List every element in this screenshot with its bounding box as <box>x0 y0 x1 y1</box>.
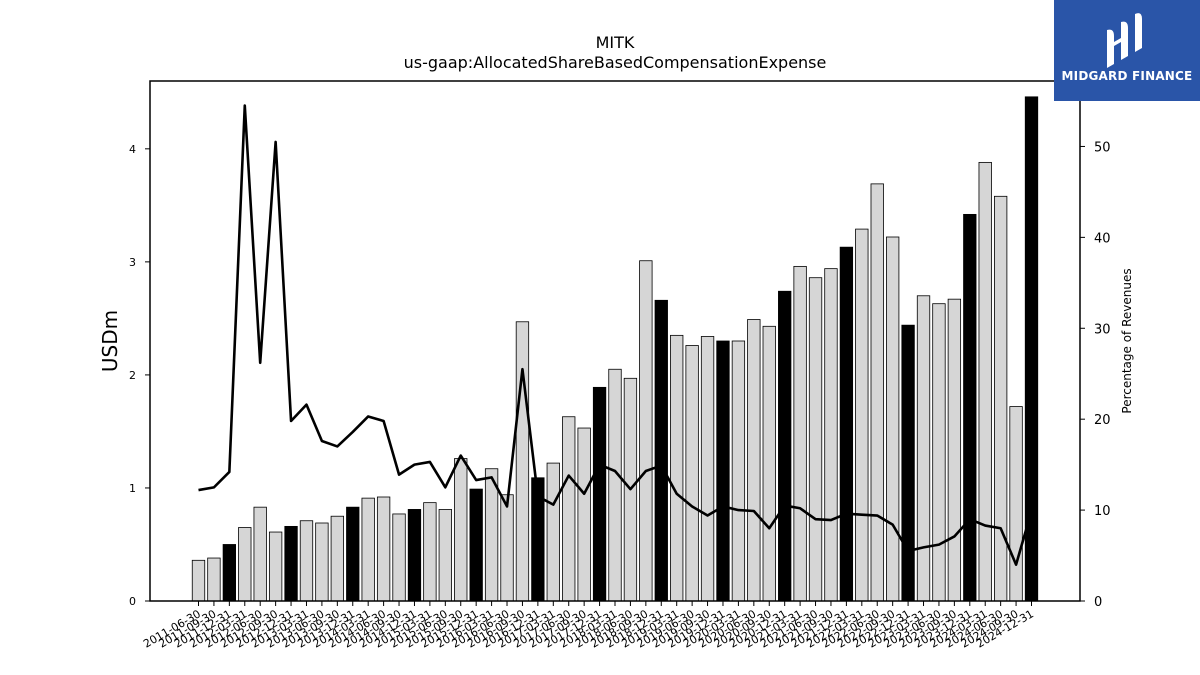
bar-2012-06-30 <box>253 506 267 602</box>
y-right-tick-label: 40 <box>1094 231 1111 246</box>
bar-2016-06-30 <box>500 494 514 602</box>
y-right-tick-label: 10 <box>1094 504 1111 519</box>
bar-2016-09-30 <box>515 321 530 602</box>
bar-2023-09-30 <box>947 298 962 602</box>
y-tick-label: 1 <box>129 482 136 495</box>
bar-2023-12-31 <box>963 213 977 602</box>
percentage-of-revenues-line <box>198 104 1033 566</box>
y-axis-label: USDm <box>98 310 122 372</box>
bar-2020-09-30 <box>762 325 776 602</box>
bars-group <box>191 96 1039 602</box>
bar-2015-06-30 <box>438 509 452 602</box>
bar-2012-12-31 <box>284 525 298 602</box>
line-group <box>198 104 1033 566</box>
y-right-tick-label: 0 <box>1094 595 1102 610</box>
bar-2023-06-30 <box>932 303 946 602</box>
bar-2012-03-31 <box>238 527 252 602</box>
bar-2013-09-30 <box>330 515 344 602</box>
bar-2022-12-31 <box>901 324 915 602</box>
bar-2021-09-30 <box>824 268 838 602</box>
bar-2013-03-31 <box>299 520 314 602</box>
bar-2017-03-31 <box>546 462 560 602</box>
bar-2019-09-30 <box>700 336 715 602</box>
bar-2019-06-30 <box>685 345 699 602</box>
midgard-finance-logo: MIDGARD FINANCE <box>1054 0 1200 101</box>
bar-2014-09-30 <box>392 513 406 602</box>
bar-2020-03-31 <box>731 340 746 602</box>
bar-2019-03-31 <box>670 334 684 602</box>
bar-2012-09-30 <box>268 531 283 602</box>
bar-2020-12-31 <box>778 290 792 602</box>
bar-2022-03-31 <box>855 228 869 602</box>
bar-2020-06-30 <box>747 319 761 602</box>
plot-frame <box>149 80 1081 602</box>
bar-2015-03-31 <box>423 502 437 602</box>
bar-2018-03-31 <box>608 368 622 602</box>
bar-2013-06-30 <box>315 522 329 602</box>
chart-subtitle: us-gaap:AllocatedShareBasedCompensationE… <box>404 53 827 72</box>
y-tick-label: 0 <box>129 595 136 608</box>
y-tick-label: 4 <box>129 143 136 156</box>
bar-2022-09-30 <box>886 236 900 602</box>
bar-2021-03-31 <box>793 265 807 602</box>
bar-2011-09-30 <box>207 557 221 602</box>
bar-2021-12-31 <box>839 246 854 602</box>
y-right-tick-label: 20 <box>1094 413 1111 428</box>
bar-2019-12-31 <box>716 340 730 602</box>
bar-2011-12-31 <box>222 544 237 602</box>
y-tick-label: 3 <box>129 256 136 269</box>
bar-2014-12-31 <box>407 509 422 602</box>
bar-2018-09-30 <box>639 260 653 602</box>
chart-title: MITK <box>596 33 635 52</box>
bar-2017-06-30 <box>562 416 576 602</box>
bar-2023-03-31 <box>916 295 931 602</box>
bar-2011-06-30 <box>191 559 206 602</box>
y-right-tick-label: 50 <box>1094 140 1111 155</box>
logo-brand-text: MIDGARD FINANCE <box>1061 69 1193 83</box>
bar-2013-12-31 <box>346 506 360 602</box>
bar-2022-06-30 <box>870 183 884 602</box>
bar-2015-12-31 <box>469 488 483 602</box>
bar-2021-06-30 <box>808 277 823 602</box>
y-axis-label-right: Percentage of Revenues <box>1120 268 1134 413</box>
logo-mark-icon <box>1107 13 1142 68</box>
y-right-tick-label: 30 <box>1094 322 1111 337</box>
bar-2024-03-31 <box>978 161 992 602</box>
y-tick-label: 2 <box>129 369 136 382</box>
bar-2017-09-30 <box>577 427 591 602</box>
bar-2014-06-30 <box>376 496 391 602</box>
bar-2018-12-31 <box>654 299 668 602</box>
bar-2024-09-30 <box>1009 406 1023 602</box>
bar-2016-03-31 <box>484 468 499 602</box>
bar-2015-09-30 <box>454 458 468 602</box>
bar-2017-12-31 <box>592 386 607 602</box>
bar-2014-03-31 <box>361 497 375 602</box>
